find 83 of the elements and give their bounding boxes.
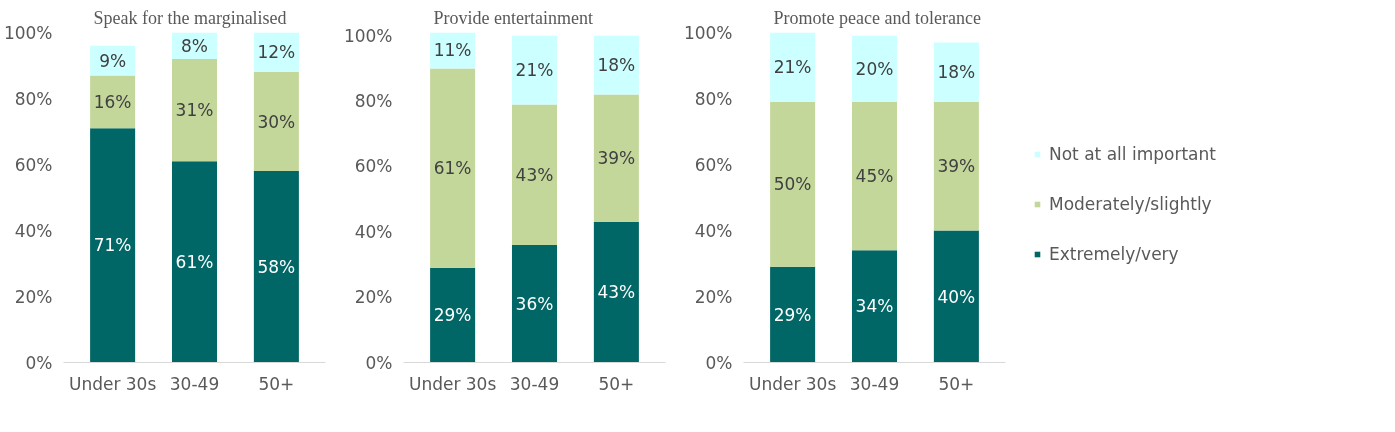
y-tick-label: 0% [705,352,733,373]
bar [851,101,898,251]
bar [90,128,136,363]
data-label: 12% [257,42,296,63]
data-label: 20% [855,58,894,79]
bar [511,35,558,105]
x-tick-label: 50+ [258,373,295,394]
legend-label: Not at all important [1049,144,1216,164]
y-tick-label: 80% [694,88,733,109]
y-tick-label: 100% [343,25,393,46]
data-label: 43% [597,282,636,303]
y-tick-label: 20% [14,286,53,307]
data-label: 18% [937,62,976,83]
data-label: 30% [257,111,296,132]
data-label: 61% [433,158,472,179]
x-tick-label: 30-49 [169,373,220,394]
x-tick-label: Under 30s [68,373,157,394]
data-label: 71% [93,235,132,256]
bar [171,58,218,162]
bar [851,250,898,363]
bar [171,161,218,363]
bar [430,267,476,363]
data-label: 16% [93,91,132,112]
y-tick-label: 40% [14,220,53,241]
data-label: 39% [937,156,976,177]
y-tick-label: 20% [354,287,393,308]
bar [430,68,476,268]
y-tick-label: 80% [354,91,393,112]
y-tick-label: 80% [14,88,53,109]
data-label: 50% [773,174,812,195]
data-label: 21% [773,57,812,78]
bar [593,94,639,222]
x-tick-label: 30-49 [509,373,560,394]
bar [90,75,136,129]
bar [851,35,898,102]
bar [770,266,816,363]
x-tick-label: 50+ [938,373,975,394]
x-tick-label: Under 30s [408,373,497,394]
y-tick-label: 20% [694,286,733,307]
y-tick-label: 60% [694,154,733,175]
data-label: 8% [181,35,208,56]
data-label: 34% [855,296,894,317]
y-tick-label: 40% [354,221,393,242]
y-tick-label: 0% [25,352,53,373]
data-label: 61% [175,251,214,272]
y-tick-label: 0% [365,352,393,373]
data-label: 45% [855,166,894,187]
y-tick-label: 60% [14,154,53,175]
bar [593,35,639,95]
chart-title: Speak for the marginalised [93,7,287,28]
chart-title: Provide entertainment [433,7,593,28]
data-label: 58% [257,256,296,277]
y-tick-label: 40% [694,220,733,241]
legend-label: Extremely/very [1049,244,1179,264]
data-label: 43% [515,164,554,185]
data-label: 11% [433,40,472,61]
bar [933,42,979,102]
bar [593,222,639,363]
bar [770,32,816,102]
data-label: 39% [597,148,636,169]
data-label: 21% [515,60,554,81]
data-label: 29% [773,304,812,325]
bar [933,101,979,231]
legend-label: Moderately/slightly [1049,194,1212,214]
data-label: 29% [433,305,472,326]
bar [511,244,558,363]
bar [511,104,558,245]
bar [253,171,299,363]
data-label: 40% [937,286,976,307]
x-tick-label: Under 30s [748,373,837,394]
y-tick-label: 100% [3,22,53,43]
chart-title: Promote peace and tolerance [773,7,981,28]
bar [933,230,979,363]
x-tick-label: 30-49 [849,373,900,394]
y-tick-label: 100% [683,22,733,43]
x-tick-label: 50+ [598,373,635,394]
data-label: 31% [175,100,214,121]
data-label: 36% [515,293,554,314]
data-label: 9% [99,50,127,71]
data-label: 18% [597,55,636,76]
bar [253,72,299,172]
y-tick-label: 60% [354,156,393,177]
bar [770,101,816,267]
